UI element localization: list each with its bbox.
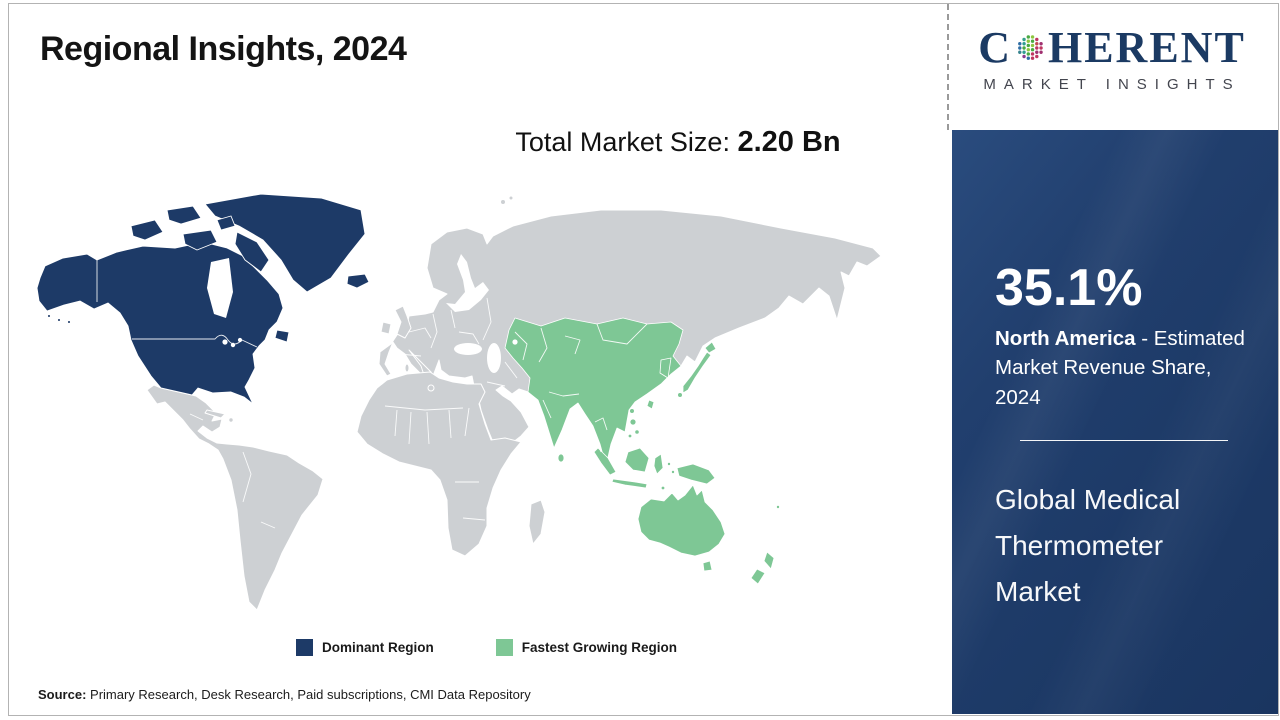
total-market-size: Total Market Size: 2.20 Bn (418, 126, 938, 159)
region-sumatra (593, 447, 617, 476)
logo-letter-c: C (978, 23, 1012, 72)
region-hainan (629, 408, 635, 414)
region-fiji (776, 504, 781, 509)
logo-wordmark: C HERENT (960, 26, 1264, 73)
market-share-note: - Estimated Market Revenue Share, 2024 (995, 327, 1245, 409)
black-sea (454, 343, 482, 355)
region-iceland (346, 273, 370, 289)
globe-dots-icon (1013, 29, 1047, 73)
region-philippines-1 (629, 418, 637, 426)
region-uk (394, 305, 412, 339)
region-baffin-island (234, 231, 270, 273)
legend-item-dominant: Dominant Region (296, 639, 434, 656)
region-arctic-island-4 (216, 215, 236, 231)
dominant-region-label: Dominant Region (322, 640, 434, 655)
region-taiwan (646, 399, 655, 410)
source-line: Source: Primary Research, Desk Research,… (38, 687, 531, 702)
region-moluccas-1 (667, 461, 672, 466)
region-aleutians-1 (47, 314, 51, 318)
map-seas (446, 254, 501, 373)
region-hispaniola (228, 417, 234, 423)
source-label: Source: (38, 687, 87, 702)
company-logo: C HERENT MARKET INSIGHTS (960, 26, 1264, 94)
aral-sea (512, 339, 518, 345)
map-green-borders (512, 323, 648, 453)
map-na-details (96, 258, 258, 348)
total-market-size-value: 2.20 Bn (737, 126, 841, 158)
region-africa (356, 371, 522, 557)
baltic-sea (446, 254, 489, 312)
region-timor (660, 485, 666, 491)
region-madagascar (528, 499, 546, 545)
total-market-size-label: Total Market Size: (515, 127, 738, 157)
region-philippines-2 (634, 429, 640, 435)
dashed-divider (947, 4, 949, 130)
region-new-guinea (676, 463, 716, 485)
region-arctic-island-2 (166, 205, 202, 225)
map-region-asia-pacific (504, 317, 781, 585)
fastest-growing-region-swatch (495, 639, 513, 656)
region-australia (637, 484, 726, 557)
region-java (611, 478, 648, 489)
region-asia-main (504, 317, 684, 467)
side-panel-divider (1020, 439, 1228, 441)
region-nz-north (763, 551, 775, 570)
region-sicily (427, 384, 435, 392)
market-share-region: North America (995, 327, 1136, 350)
region-philippines-3 (627, 433, 633, 439)
source-text: Primary Research, Desk Research, Paid su… (86, 687, 531, 702)
region-moluccas-2 (671, 469, 676, 474)
us-canada-border (132, 334, 258, 348)
region-aleutians-3 (67, 320, 71, 324)
map-gray-borders (189, 297, 518, 529)
market-name: Global Medical Thermometer Market (995, 483, 1181, 607)
market-share-value: 35.1% (995, 259, 1143, 317)
hudson-bay (207, 258, 233, 318)
region-aleutians-2 (57, 318, 61, 322)
map-region-north-america (36, 193, 370, 405)
page-title: Regional Insights, 2024 (40, 30, 407, 68)
region-sardinia (404, 363, 410, 373)
region-japan-hokkaido (704, 341, 717, 354)
logo-letters-rest: HERENT (1047, 23, 1246, 72)
region-arctic-island-1 (130, 219, 164, 241)
region-latin-america (146, 384, 324, 611)
fastest-growing-region-label: Fastest Growing Region (521, 640, 678, 655)
caspian-sea (487, 343, 501, 373)
region-newfoundland (274, 329, 290, 343)
region-borneo (624, 447, 650, 473)
dominant-region-swatch (296, 639, 313, 656)
region-svalbard (500, 199, 506, 205)
region-na-mainland (36, 241, 284, 405)
region-sri-lanka (557, 453, 565, 463)
logo-subtitle: MARKET INSIGHTS (983, 76, 1241, 93)
region-greenland (204, 193, 366, 293)
region-japan-kyushu (677, 392, 683, 398)
legend-item-growing: Fastest Growing Region (495, 639, 678, 656)
region-arctic-island-3 (182, 229, 218, 251)
region-ireland (380, 321, 392, 335)
map-legend: Dominant Region Fastest Growing Region (296, 639, 677, 656)
side-panel-content: 35.1% North America - Estimated Market R… (995, 262, 1253, 615)
market-share-description: North America - Estimated Market Revenue… (995, 324, 1253, 412)
world-map (35, 182, 885, 622)
region-sulawesi (653, 453, 664, 475)
region-korea (659, 357, 672, 379)
region-tasmania (702, 560, 713, 572)
great-lake-2 (230, 342, 236, 348)
region-nz-south (750, 568, 766, 585)
region-japan-honshu (682, 351, 712, 394)
region-cuba (204, 409, 226, 419)
side-panel: 35.1% North America - Estimated Market R… (952, 130, 1278, 714)
great-lake-3 (237, 337, 243, 343)
great-lake-1 (222, 339, 228, 345)
region-svalbard-2 (508, 195, 514, 201)
